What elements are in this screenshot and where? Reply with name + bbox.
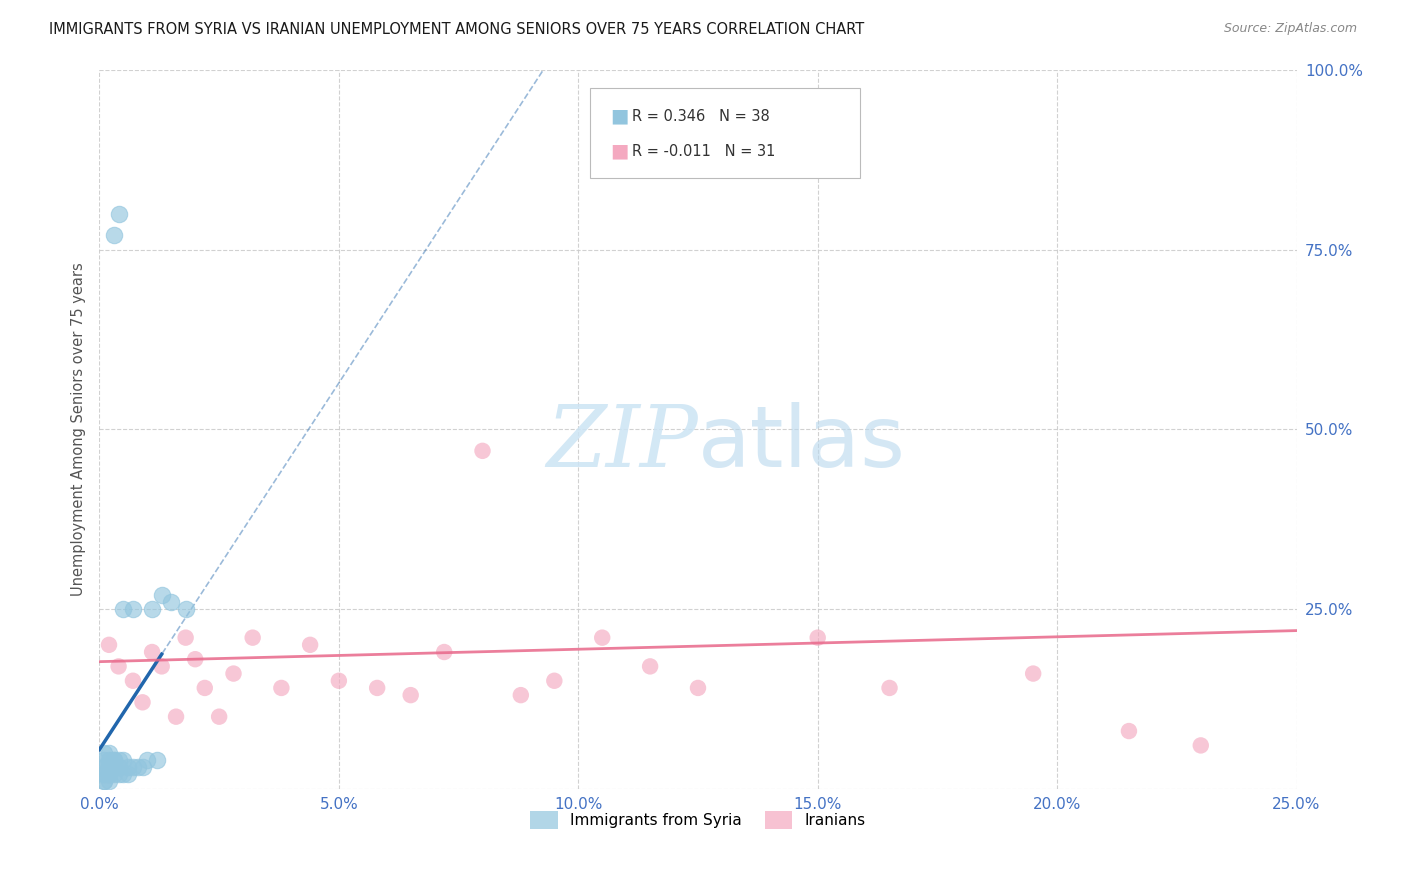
Point [222,666,245,681]
Text: atlas: atlas [697,402,905,485]
Point [174,631,197,645]
Point [93,760,115,774]
Point [471,443,494,458]
Point [103,760,125,774]
Point [93,774,115,789]
Point [208,709,231,723]
Point [98,774,121,789]
Point [107,659,129,673]
Text: IMMIGRANTS FROM SYRIA VS IRANIAN UNEMPLOYMENT AMONG SENIORS OVER 75 YEARS CORREL: IMMIGRANTS FROM SYRIA VS IRANIAN UNEMPLO… [49,22,865,37]
Point [122,602,145,616]
Point [366,681,388,695]
Point [638,659,661,673]
Text: ■: ■ [610,142,628,161]
Point [93,767,115,781]
Point [98,638,121,652]
Y-axis label: Unemployment Among Seniors over 75 years: Unemployment Among Seniors over 75 years [72,262,86,596]
Point [299,638,322,652]
Point [93,760,115,774]
Point [103,228,125,243]
Legend: Immigrants from Syria, Iranians: Immigrants from Syria, Iranians [524,805,872,835]
Point [270,681,292,695]
Point [150,659,173,673]
Point [879,681,901,695]
Point [122,760,145,774]
Point [160,595,183,609]
Point [591,631,613,645]
Text: ZIP: ZIP [546,402,697,485]
Point [122,673,145,688]
Point [146,753,169,767]
FancyBboxPatch shape [591,88,859,178]
Text: Source: ZipAtlas.com: Source: ZipAtlas.com [1223,22,1357,36]
Point [117,760,139,774]
Point [686,681,709,695]
Point [1189,739,1212,753]
Point [136,753,159,767]
Point [1022,666,1045,681]
Point [93,767,115,781]
Point [107,760,129,774]
Point [98,767,121,781]
Point [174,602,197,616]
Point [117,767,139,781]
Point [103,753,125,767]
Point [103,767,125,781]
Point [131,760,153,774]
Point [165,709,187,723]
Point [98,753,121,767]
Point [112,767,135,781]
Point [150,588,173,602]
Point [98,760,121,774]
Point [103,753,125,767]
Point [328,673,350,688]
Point [543,673,565,688]
Point [93,774,115,789]
Point [112,602,135,616]
Text: R = -0.011   N = 31: R = -0.011 N = 31 [633,144,776,159]
Point [107,207,129,221]
Point [98,767,121,781]
Point [127,760,149,774]
Point [93,753,115,767]
Point [399,688,422,702]
Point [1118,724,1140,739]
Point [93,746,115,760]
Point [131,695,153,709]
Point [98,746,121,760]
Text: ■: ■ [610,107,628,126]
Point [734,142,756,156]
Point [112,753,135,767]
Point [141,602,163,616]
Text: R = 0.346   N = 38: R = 0.346 N = 38 [633,109,770,124]
Point [807,631,830,645]
Point [184,652,207,666]
Point [433,645,456,659]
Point [242,631,264,645]
Point [107,767,129,781]
Point [509,688,531,702]
Point [141,645,163,659]
Point [194,681,217,695]
Point [107,753,129,767]
